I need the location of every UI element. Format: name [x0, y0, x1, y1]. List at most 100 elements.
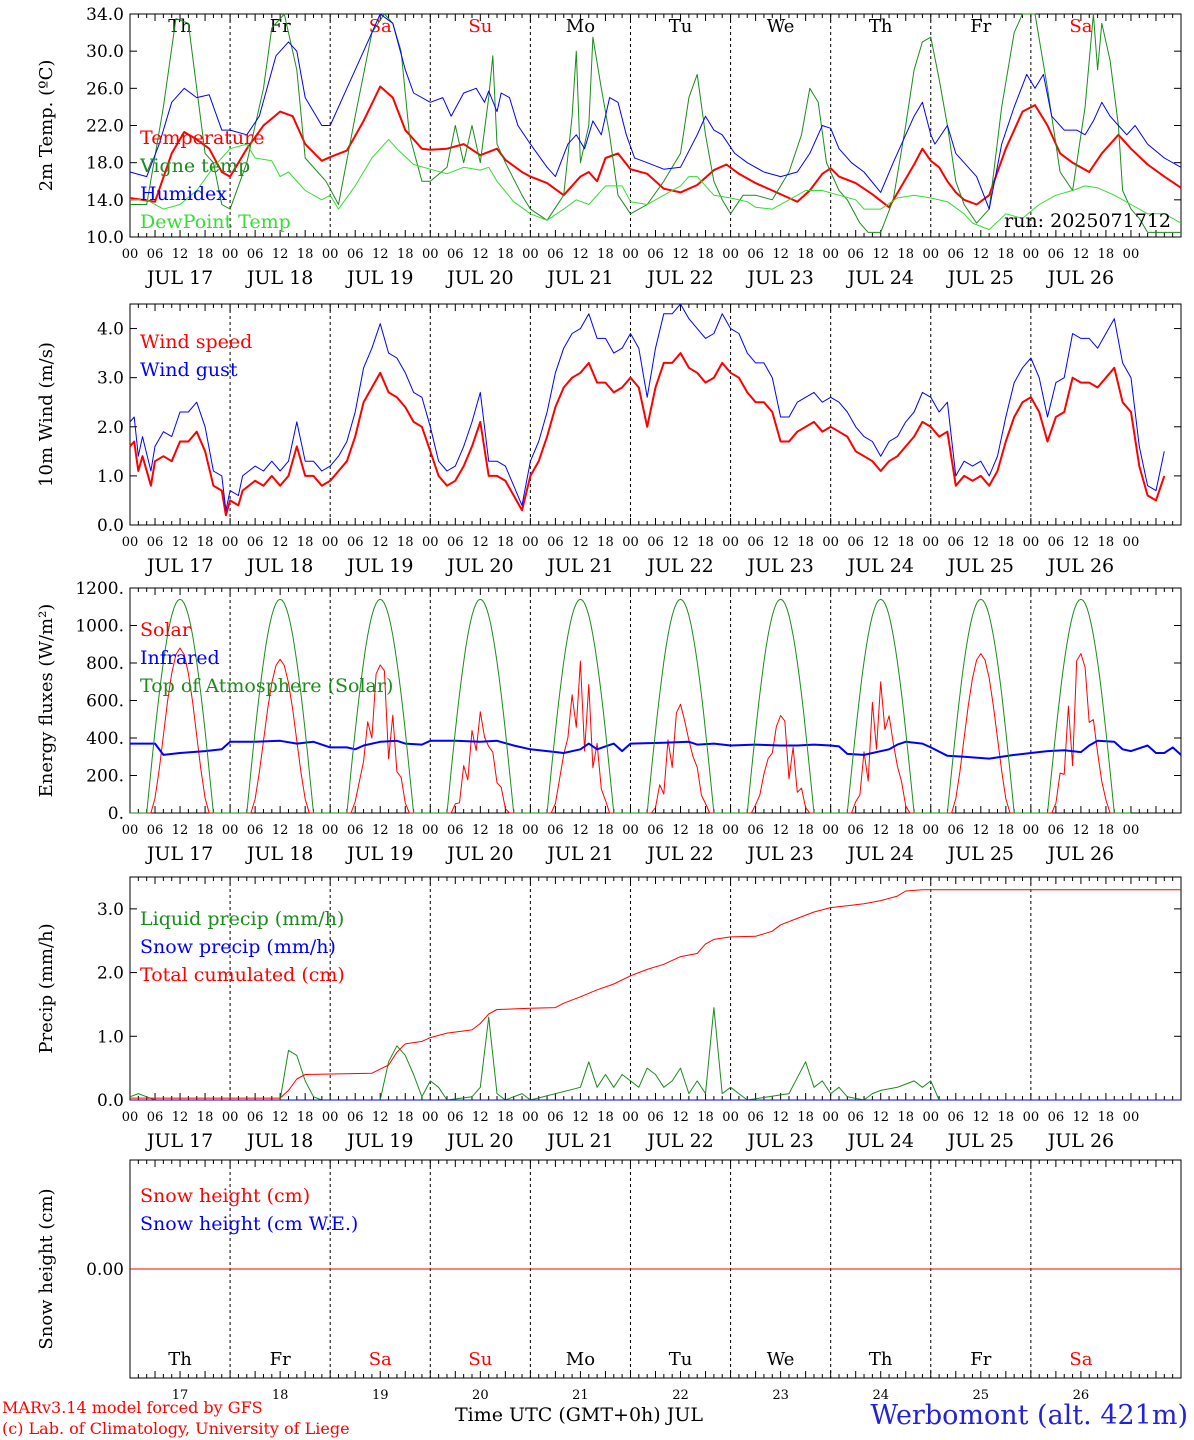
precip-day-label: JUL 26	[1046, 1130, 1114, 1152]
weekday-label-top: Th	[869, 16, 893, 37]
temp-series-2	[129, 13, 1182, 210]
energy-legend-item: Top of Atmosphere (Solar)	[140, 675, 393, 697]
precip-hour-label: 18	[597, 1110, 614, 1125]
energy-hour-label: 18	[197, 823, 214, 838]
wind-day-label: JUL 19	[345, 555, 413, 577]
energy-day-label: JUL 17	[145, 843, 213, 865]
wind-hour-label: 12	[772, 535, 789, 550]
wind-hour-label: 06	[447, 535, 464, 550]
energy-hour-label: 06	[948, 823, 965, 838]
precip-day-label: JUL 21	[545, 1130, 613, 1152]
wind-hour-label: 12	[472, 535, 489, 550]
wind-hour-label: 06	[547, 535, 564, 550]
energy-legend-item: Solar	[140, 619, 192, 641]
wind-hour-label: 06	[147, 535, 164, 550]
temp-hour-label: 18	[897, 247, 914, 262]
temp-ylabel: 2m Temp. (ºC)	[36, 60, 57, 192]
precip-hour-label: 18	[697, 1110, 714, 1125]
energy-day-label: JUL 20	[445, 843, 513, 865]
precip-day-label: JUL 22	[645, 1130, 713, 1152]
precip-hour-label: 06	[247, 1110, 264, 1125]
energy-day-label: JUL 24	[845, 843, 913, 865]
wind-hour-label: 18	[197, 535, 214, 550]
precip-series-2	[130, 889, 1181, 1099]
precip-hour-label: 18	[897, 1110, 914, 1125]
energy-hour-label: 18	[297, 823, 314, 838]
precip-day-label: JUL 24	[845, 1130, 913, 1152]
wind-hour-label: 18	[797, 535, 814, 550]
wind-hour-label: 18	[497, 535, 514, 550]
precip-ytick-label: 2.0	[97, 964, 124, 984]
wind-hour-label: 00	[322, 535, 339, 550]
energy-hour-label: 12	[272, 823, 289, 838]
wind-hour-label: 06	[747, 535, 764, 550]
precip-hour-label: 06	[447, 1110, 464, 1125]
energy-hour-label: 00	[1023, 823, 1040, 838]
precip-hour-label: 00	[522, 1110, 539, 1125]
temp-hour-label: 00	[1123, 247, 1140, 262]
energy-hour-label: 12	[672, 823, 689, 838]
temp-hour-label: 06	[647, 247, 664, 262]
temp-hour-label: 00	[922, 247, 939, 262]
temp-hour-label: 06	[447, 247, 464, 262]
day-number-label: 26	[1073, 1388, 1090, 1403]
temp-hour-label: 12	[973, 247, 990, 262]
temp-hour-label: 00	[522, 247, 539, 262]
energy-hour-label: 00	[122, 823, 139, 838]
energy-hour-label: 06	[1048, 823, 1065, 838]
energy-day-label: JUL 22	[645, 843, 713, 865]
wind-day-label: JUL 18	[245, 555, 313, 577]
energy-series-1	[130, 739, 1182, 760]
temp-hour-label: 18	[1098, 247, 1115, 262]
day-number-label: 23	[772, 1388, 789, 1403]
precip-hour-label: 12	[272, 1110, 289, 1125]
wind-frame	[129, 303, 1182, 526]
wind-hour-label: 00	[522, 535, 539, 550]
energy-hour-label: 06	[247, 823, 264, 838]
wind-hour-label: 06	[1048, 535, 1065, 550]
wind-hour-label: 18	[297, 535, 314, 550]
energy-hour-label: 06	[747, 823, 764, 838]
wind-ytick-label: 1.0	[97, 467, 124, 487]
snow-legend-item: Snow height (cm)	[140, 1185, 310, 1207]
energy-hour-label: 18	[397, 823, 414, 838]
temp-hour-label: 18	[998, 247, 1015, 262]
temp-hour-label: 00	[822, 247, 839, 262]
energy-ytick-label: 400.	[86, 729, 124, 749]
energy-frame	[129, 587, 1182, 814]
day-number-label: 18	[272, 1388, 289, 1403]
precip-hour-label: 12	[472, 1110, 489, 1125]
wind-ylabel: 10m Wind (m/s)	[36, 342, 57, 487]
temp-hour-label: 18	[297, 247, 314, 262]
temp-ytick-label: 14.0	[86, 191, 124, 211]
energy-hour-label: 12	[472, 823, 489, 838]
precip-legend-item: Liquid precip (mm/h)	[140, 908, 344, 930]
temp-day-label: JUL 19	[345, 267, 413, 289]
weekday-label-top: We	[767, 16, 795, 37]
weekday-label-bottom: We	[767, 1349, 795, 1370]
energy-hour-label: 06	[347, 823, 364, 838]
energy-ytick-label: 800.	[86, 654, 124, 674]
temp-day-label: JUL 20	[445, 267, 513, 289]
station-name: Werbomont (alt. 421m)	[870, 1400, 1188, 1431]
energy-hour-label: 18	[897, 823, 914, 838]
model-credit: MARv3.14 model forced by GFS	[2, 1398, 263, 1417]
energy-hour-label: 12	[1073, 823, 1090, 838]
wind-day-label: JUL 24	[845, 555, 913, 577]
energy-hour-label: 18	[497, 823, 514, 838]
temp-hour-label: 06	[1048, 247, 1065, 262]
energy-hour-label: 06	[447, 823, 464, 838]
day-number-label: 20	[472, 1388, 489, 1403]
temp-hour-label: 00	[322, 247, 339, 262]
precip-series-0	[129, 1007, 1181, 1101]
temp-hour-label: 12	[672, 247, 689, 262]
temp-hour-label: 00	[122, 247, 139, 262]
weekday-label-bottom: Fr	[270, 1349, 291, 1370]
precip-hour-label: 18	[797, 1110, 814, 1125]
wind-hour-label: 18	[1098, 535, 1115, 550]
wind-hour-label: 00	[422, 535, 439, 550]
temp-hour-label: 12	[872, 247, 889, 262]
day-number-label: 22	[672, 1388, 689, 1403]
energy-hour-label: 18	[597, 823, 614, 838]
weekday-label-bottom: Th	[168, 1349, 192, 1370]
